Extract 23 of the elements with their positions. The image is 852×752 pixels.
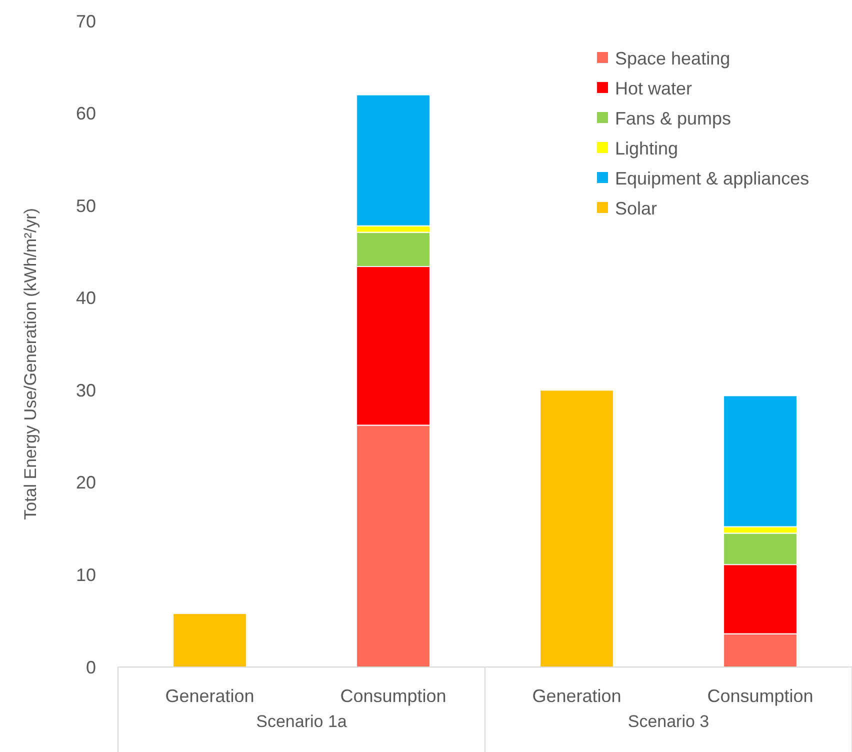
y-tick-label: 30: [76, 380, 96, 400]
y-tick-label: 70: [76, 11, 96, 32]
text: Scenario 1a: [256, 712, 348, 731]
x-tick-label: Generation: [532, 686, 622, 706]
x-tick-label: Consumption: [340, 686, 446, 706]
legend-label: Equipment & appliances: [615, 168, 810, 188]
legend-label: Hot water: [615, 78, 692, 98]
x-tick-label: Generation: [165, 686, 254, 706]
y-tick-label: 20: [76, 472, 96, 493]
bar: [540, 390, 614, 668]
y-tick-label: 60: [76, 104, 96, 124]
legend-label: Fans & pumps: [615, 108, 732, 128]
text: Scenario 3: [628, 712, 710, 731]
y-tick-label: 40: [76, 288, 96, 308]
y-tick-label: 10: [76, 565, 96, 586]
x-tick-label: Consumption: [707, 686, 814, 706]
y-axis-title: Total Energy Use/Generation (kWh/m²/yr): [21, 208, 40, 520]
legend-label: Space heating: [615, 48, 730, 68]
legend-label: Solar: [615, 198, 658, 218]
legend-label: Lighting: [615, 138, 678, 158]
bar: [172, 612, 247, 668]
y-tick-label: 50: [76, 196, 96, 216]
y-tick-label: 0: [86, 657, 96, 678]
